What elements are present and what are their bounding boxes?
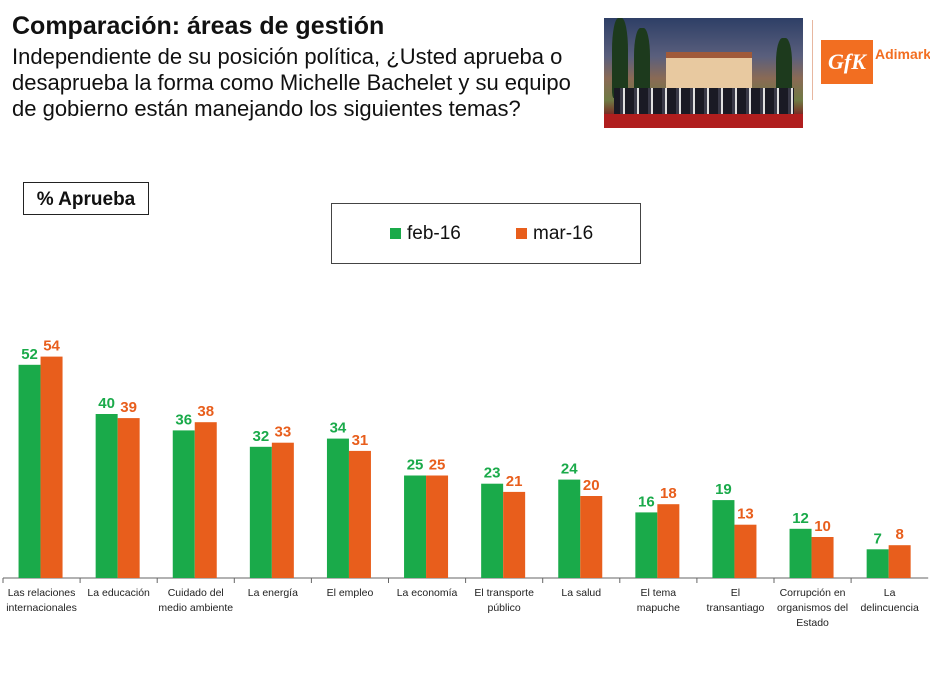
data-label-mar: 38	[197, 403, 214, 420]
brand-logo: GfK Adimark	[812, 20, 930, 100]
bar-mar	[657, 504, 680, 578]
bar-feb	[404, 475, 427, 578]
chart-legend: feb-16 mar-16	[331, 203, 641, 264]
bar-mar	[40, 356, 63, 578]
adimark-logo-text: Adimark	[875, 46, 930, 62]
legend-item-mar: mar-16	[516, 223, 593, 245]
data-label-mar: 33	[275, 424, 292, 441]
data-label-feb: 25	[407, 457, 424, 474]
survey-question: Independiente de su posición política, ¿…	[12, 44, 571, 121]
cabinet-photo	[604, 18, 803, 128]
category-label: La educación	[87, 587, 150, 599]
data-label-feb: 23	[484, 465, 501, 482]
legend-swatch-feb	[390, 228, 401, 240]
bar-feb	[558, 479, 581, 578]
category-label: Corrupción en organismos del Estado	[777, 587, 848, 629]
bar-mar	[194, 422, 217, 578]
bar-chart: 52 54 Las relaciones internacionales 40 39 La …	[2, 338, 929, 629]
data-label-mar: 21	[506, 473, 523, 490]
page-title: Comparación: áreas de gestión	[12, 12, 385, 40]
data-label-feb: 52	[21, 346, 38, 363]
category-label: La economía	[397, 587, 458, 599]
bar-feb	[326, 438, 349, 578]
bar-mar	[426, 475, 449, 578]
legend-label-feb: feb-16	[407, 223, 461, 244]
data-label-feb: 34	[330, 420, 347, 437]
metric-label: % Aprueba	[23, 182, 149, 215]
legend-label-mar: mar-16	[533, 223, 594, 244]
data-label-mar: 13	[737, 506, 754, 523]
bar-mar	[348, 450, 371, 578]
data-label-feb: 19	[715, 481, 732, 498]
bar-feb	[789, 528, 812, 578]
bar-mar	[811, 537, 834, 578]
category-label: El empleo	[327, 587, 374, 599]
bar-mar	[271, 442, 294, 578]
category-label: El transporte público	[474, 587, 534, 614]
data-label-mar: 10	[814, 518, 831, 535]
category-label: Las relaciones internacionales	[6, 587, 77, 614]
bar-feb	[249, 446, 272, 578]
bar-mar	[580, 496, 603, 578]
data-label-mar: 31	[352, 432, 369, 449]
legend-swatch-mar	[516, 228, 527, 240]
data-label-feb: 16	[638, 493, 655, 510]
data-label-mar: 54	[43, 338, 60, 355]
data-label-feb: 12	[792, 510, 809, 527]
data-label-mar: 18	[660, 485, 677, 502]
bar-feb	[712, 500, 735, 578]
category-label: La salud	[561, 587, 601, 599]
data-label-feb: 7	[873, 530, 881, 547]
data-label-mar: 39	[120, 399, 137, 416]
bar-mar	[734, 524, 757, 578]
category-label: Cuidado del medio ambiente	[158, 587, 233, 614]
data-label-mar: 8	[895, 526, 903, 543]
bar-mar	[503, 491, 526, 578]
data-label-feb: 32	[253, 428, 270, 445]
gfk-logo: GfK	[821, 40, 873, 84]
bar-mar	[117, 418, 140, 578]
category-label: El transantiago	[707, 587, 765, 614]
category-label: La delincuencia	[860, 587, 919, 614]
data-label-feb: 24	[561, 461, 578, 478]
bar-feb	[95, 414, 118, 578]
bar-feb	[481, 483, 504, 578]
bar-feb	[18, 364, 41, 578]
bar-feb	[635, 512, 658, 578]
data-label-mar: 25	[429, 457, 446, 474]
data-label-feb: 40	[98, 395, 115, 412]
legend-item-feb: feb-16	[390, 223, 461, 245]
data-label-mar: 20	[583, 477, 600, 494]
bar-mar	[888, 545, 911, 578]
category-label: La energía	[248, 587, 298, 599]
bar-feb	[172, 430, 195, 578]
data-label-feb: 36	[175, 411, 192, 428]
bar-feb	[866, 549, 889, 578]
category-label: El tema mapuche	[637, 587, 680, 614]
